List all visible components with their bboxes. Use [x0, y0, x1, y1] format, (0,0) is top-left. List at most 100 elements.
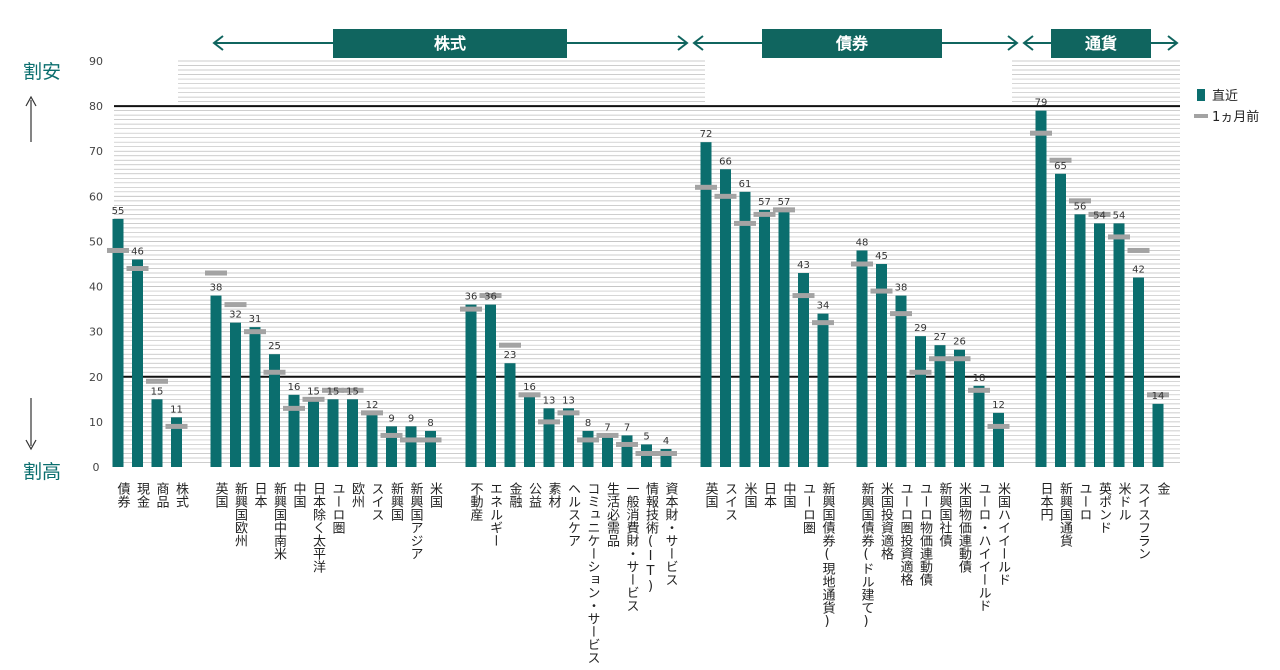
- prior-month-marker: [1127, 247, 1150, 253]
- bar: [582, 430, 594, 467]
- y-tick-label: 10: [89, 416, 103, 429]
- prior-month-marker: [1030, 130, 1052, 136]
- data-label: 15: [307, 386, 320, 397]
- data-label: 48: [856, 237, 869, 248]
- category-label: ユーロ圏: [800, 482, 815, 535]
- data-label: 42: [1132, 265, 1145, 276]
- data-label: 15: [151, 386, 164, 397]
- bar: [720, 169, 731, 467]
- category-label: 新興国: [388, 481, 404, 521]
- bar: [465, 304, 477, 467]
- category-label: 英国: [703, 482, 719, 508]
- category-label: ユーロ・ハイイールド: [976, 482, 991, 612]
- data-label: 45: [875, 251, 888, 262]
- data-label: 61: [739, 179, 752, 190]
- data-label: 13: [562, 395, 575, 406]
- section-banner-label: 債券: [835, 34, 869, 53]
- y-tick-label: 20: [89, 371, 103, 384]
- y-tick-label: 0: [93, 461, 100, 474]
- bar: [405, 426, 417, 467]
- bar: [308, 399, 319, 467]
- category-label: 日本: [252, 482, 268, 508]
- data-label: 29: [914, 323, 927, 334]
- prior-month-marker: [870, 288, 893, 294]
- data-label: 72: [700, 129, 713, 140]
- category-label: ユーロ物価連動債: [917, 482, 933, 587]
- bar: [347, 399, 358, 467]
- prior-month-marker: [146, 378, 168, 384]
- data-label: 12: [992, 400, 1005, 411]
- category-label: 生活必需品: [604, 482, 620, 547]
- data-label: 11: [170, 404, 183, 415]
- prior-month-marker: [283, 405, 305, 411]
- prior-month-marker: [1049, 157, 1072, 163]
- bar: [386, 426, 397, 467]
- data-label: 38: [895, 283, 908, 294]
- bar: [1133, 277, 1144, 467]
- section-banner: [762, 29, 942, 58]
- right-arrow-icon: [1007, 35, 1019, 51]
- bar: [366, 412, 378, 467]
- y-tick-label: 60: [89, 190, 103, 203]
- data-label: 43: [797, 260, 810, 271]
- bar: [249, 327, 261, 467]
- bar: [759, 209, 770, 467]
- y-tick-label: 40: [89, 281, 103, 294]
- prior-month-marker: [695, 184, 717, 190]
- data-label: 34: [817, 301, 830, 312]
- category-label: 債券: [115, 482, 131, 508]
- category-label: 新興国中南米: [271, 481, 287, 560]
- legend: 直近 1ヵ月前: [1194, 89, 1259, 125]
- data-label: 32: [229, 310, 242, 321]
- bar: [602, 435, 613, 467]
- bar: [210, 295, 222, 467]
- prior-month-markers: [107, 130, 1169, 456]
- data-label: 66: [719, 156, 732, 167]
- data-label: 23: [504, 350, 517, 361]
- category-label: ヘルスケア: [565, 482, 581, 547]
- prior-month-marker: [302, 396, 325, 402]
- category-label: 資本財・サービス: [663, 482, 679, 586]
- prior-month-marker: [263, 369, 286, 375]
- prior-month-marker: [734, 220, 756, 226]
- data-label: 12: [366, 400, 379, 411]
- data-label: 57: [778, 197, 791, 208]
- prior-month-marker: [538, 419, 560, 425]
- data-label: 79: [1035, 98, 1048, 109]
- category-label: 中国: [781, 482, 796, 508]
- bar: [112, 218, 124, 467]
- category-label: 情報技術(IT): [643, 482, 659, 594]
- category-labels: 債券 現金 商品 株式 英国 新興国欧州 日本 新興国中南米 中国 日本除く太平洋 ユーロ圏 欧州 スイ…: [115, 481, 1171, 664]
- category-label: 公益: [526, 482, 542, 508]
- prior-month-marker: [479, 293, 502, 299]
- data-label: 8: [427, 418, 433, 429]
- bar: [1113, 223, 1125, 467]
- section-banner: [1051, 29, 1151, 58]
- data-label: 15: [327, 386, 340, 397]
- category-label: 米ドル: [1116, 482, 1132, 521]
- threshold-lines: [114, 105, 1180, 378]
- bar: [621, 435, 633, 467]
- right-arrow-icon: [677, 35, 689, 51]
- prior-month-marker: [518, 392, 541, 398]
- prior-month-marker: [380, 432, 403, 438]
- data-label: 4: [663, 436, 669, 447]
- data-label: 9: [388, 413, 394, 424]
- data-label: 16: [523, 382, 536, 393]
- section-banner-label: 株式: [434, 34, 466, 53]
- bar: [230, 322, 241, 467]
- data-label: 13: [543, 395, 556, 406]
- data-label: 25: [268, 341, 281, 352]
- y-axis-ticks: 0 10 20 30 40 50 60 70 80 90: [89, 55, 103, 474]
- data-label: 9: [408, 413, 414, 424]
- bar: [993, 412, 1004, 467]
- data-label: 36: [484, 292, 497, 303]
- category-label: 新興国債券(ドル建て): [859, 481, 875, 629]
- data-label: 16: [288, 382, 301, 393]
- category-label: 日本除く太平洋: [310, 482, 326, 573]
- prior-month-marker: [909, 369, 932, 375]
- y-tick-label: 50: [89, 235, 103, 248]
- prior-month-marker: [165, 423, 188, 429]
- category-label: 現金: [134, 482, 150, 508]
